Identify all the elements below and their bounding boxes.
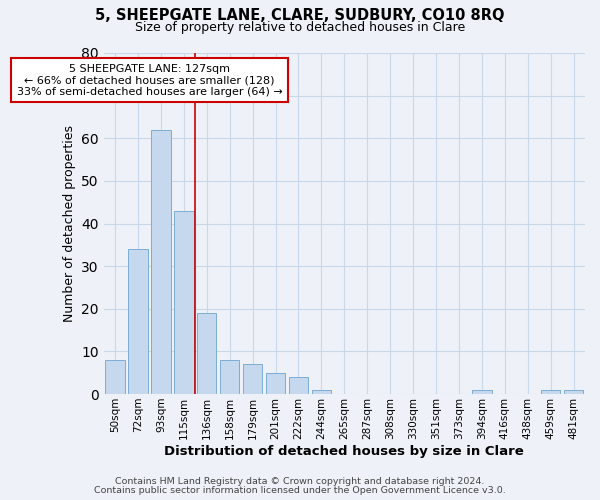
Bar [266, 372, 285, 394]
Bar [128, 249, 148, 394]
Bar [243, 364, 262, 394]
Bar [289, 377, 308, 394]
Text: Contains HM Land Registry data © Crown copyright and database right 2024.: Contains HM Land Registry data © Crown c… [115, 477, 485, 486]
Text: Contains public sector information licensed under the Open Government Licence v3: Contains public sector information licen… [94, 486, 506, 495]
Text: Size of property relative to detached houses in Clare: Size of property relative to detached ho… [135, 21, 465, 34]
Bar [472, 390, 491, 394]
Bar [151, 130, 170, 394]
X-axis label: Distribution of detached houses by size in Clare: Distribution of detached houses by size … [164, 444, 524, 458]
Bar [106, 360, 125, 394]
Bar [564, 390, 583, 394]
Text: 5, SHEEPGATE LANE, CLARE, SUDBURY, CO10 8RQ: 5, SHEEPGATE LANE, CLARE, SUDBURY, CO10 … [95, 8, 505, 22]
Y-axis label: Number of detached properties: Number of detached properties [62, 125, 76, 322]
Bar [174, 210, 194, 394]
Text: 5 SHEEPGATE LANE: 127sqm
← 66% of detached houses are smaller (128)
33% of semi-: 5 SHEEPGATE LANE: 127sqm ← 66% of detach… [17, 64, 283, 97]
Bar [197, 313, 217, 394]
Bar [311, 390, 331, 394]
Bar [541, 390, 560, 394]
Bar [220, 360, 239, 394]
